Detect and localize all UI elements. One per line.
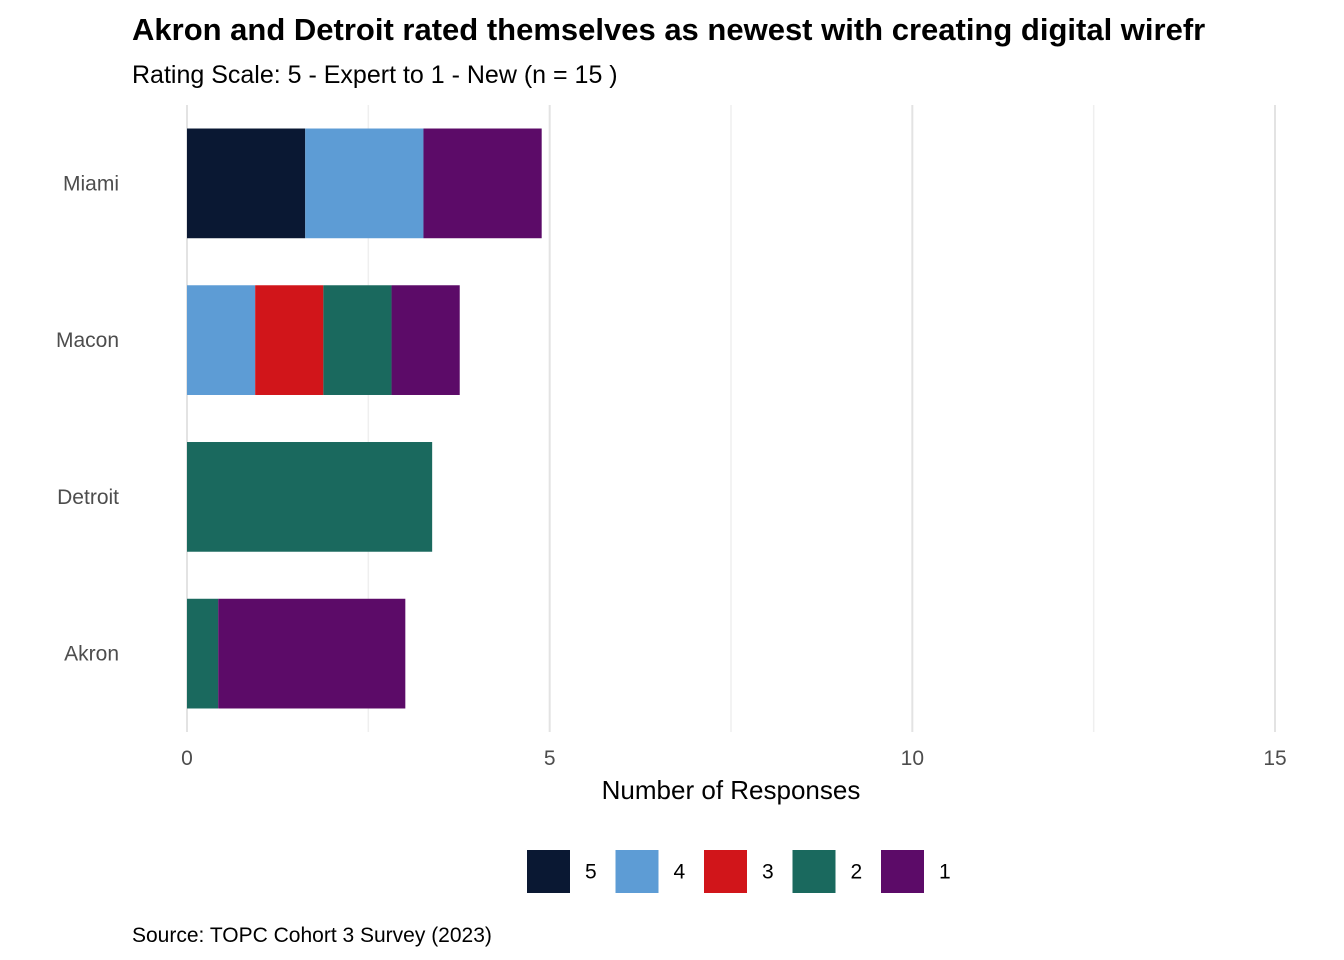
y-tick-label: Macon <box>56 329 119 352</box>
bar-akron-rating-2 <box>187 598 219 709</box>
x-tick-label: 15 <box>1263 747 1286 770</box>
bar-detroit-rating-2 <box>187 442 433 552</box>
bar-macon-rating-1 <box>391 285 460 395</box>
bar-macon-rating-3 <box>255 285 324 395</box>
legend-label-4: 4 <box>674 861 686 884</box>
y-axis-tick-labels: Miami Macon Detroit Akron <box>56 172 119 665</box>
legend-key-3 <box>704 850 747 893</box>
y-tick-label: Detroit <box>57 486 119 509</box>
caption: Source: TOPC Cohort 3 Survey (2023) <box>132 924 492 947</box>
x-tick-label: 10 <box>901 747 924 770</box>
legend: 5 4 3 2 1 <box>527 850 951 893</box>
y-tick-label: Miami <box>63 172 119 195</box>
legend-label-2: 2 <box>851 861 863 884</box>
x-tick-label: 0 <box>181 747 193 770</box>
legend-key-2 <box>792 850 836 893</box>
bars <box>187 128 542 709</box>
legend-label-5: 5 <box>585 861 597 884</box>
bar-akron-rating-1 <box>218 598 406 709</box>
bar-miami-rating-5 <box>187 128 306 239</box>
chart-subtitle: Rating Scale: 5 - Expert to 1 - New (n =… <box>132 61 618 89</box>
y-tick-label: Akron <box>64 643 119 666</box>
x-tick-label: 5 <box>544 747 556 770</box>
bar-macon-rating-4 <box>187 285 256 395</box>
legend-key-5 <box>527 850 570 893</box>
x-axis-tick-labels: 0 5 10 15 <box>181 747 1287 770</box>
x-axis-title: Number of Responses <box>602 775 861 805</box>
bar-miami-rating-4 <box>305 128 424 239</box>
legend-key-1 <box>881 850 924 893</box>
legend-label-3: 3 <box>762 861 774 884</box>
legend-key-4 <box>615 850 659 893</box>
chart-title: Akron and Detroit rated themselves as ne… <box>132 12 1205 47</box>
legend-label-1: 1 <box>939 861 951 884</box>
bar-macon-rating-2 <box>323 285 392 395</box>
bar-miami-rating-1 <box>423 128 542 239</box>
